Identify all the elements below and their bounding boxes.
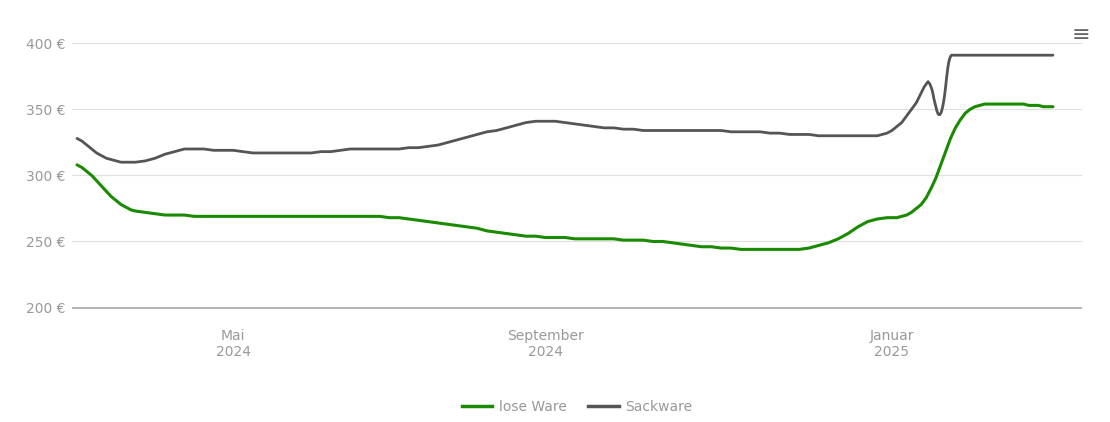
Legend: lose Ware, Sackware: lose Ware, Sackware (456, 395, 698, 419)
Text: ≡: ≡ (1071, 25, 1090, 45)
